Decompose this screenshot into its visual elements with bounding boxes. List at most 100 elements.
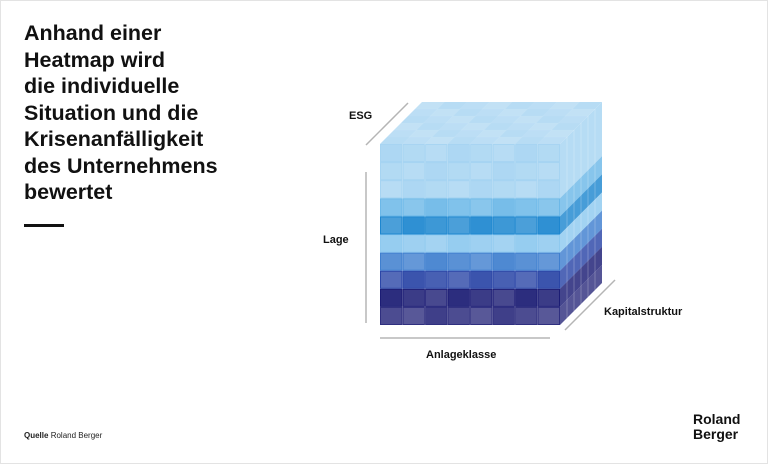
front-cell: [448, 145, 469, 162]
top-cell: [526, 101, 558, 110]
top-cell: [445, 115, 477, 124]
front-cell: [493, 217, 514, 234]
front-cell: [426, 289, 447, 306]
front-cell: [516, 289, 537, 306]
top-cell: [549, 101, 581, 110]
esg-axis-label: ESG: [349, 110, 373, 122]
top-cell: [386, 129, 418, 138]
front-cell: [516, 217, 537, 234]
top-cell: [453, 129, 485, 138]
front-cell: [538, 289, 559, 306]
front-cell: [403, 253, 424, 270]
front-cell: [448, 199, 469, 216]
kapitalstruktur-axis-label: Kapitalstruktur: [604, 306, 683, 318]
front-layer-4: [380, 252, 560, 271]
top-cell: [564, 108, 596, 117]
top-cell: [380, 137, 410, 144]
front-cell: [538, 199, 559, 216]
top-cell: [429, 108, 461, 117]
top-cell: [476, 129, 508, 138]
side-layer-7: [560, 264, 602, 325]
front-cell: [538, 163, 559, 180]
front-cell: [426, 271, 447, 288]
front-cell: [403, 235, 424, 252]
front-layer-5: [380, 270, 560, 289]
top-cell: [515, 137, 545, 144]
top-cell: [521, 129, 553, 138]
cube-faces: [380, 101, 602, 325]
top-cell: [438, 122, 470, 131]
side-layer-1: [560, 156, 602, 217]
front-cell: [403, 307, 424, 324]
front-cell: [448, 163, 469, 180]
top-cell: [505, 122, 537, 131]
top-cell: [447, 137, 477, 144]
front-cell: [493, 253, 514, 270]
front-layer-2: [380, 216, 560, 235]
front-cell: [516, 145, 537, 162]
front-cell: [381, 235, 402, 252]
front-cell: [471, 271, 492, 288]
top-cell: [551, 123, 581, 130]
front-cell: [471, 163, 492, 180]
front-cell: [538, 145, 559, 162]
source-text: Roland Berger: [50, 431, 103, 440]
source-note: Quelle Roland Berger: [24, 431, 102, 440]
front-cell: [381, 145, 402, 162]
front-cell: [403, 181, 424, 198]
axis-lines: [365, 102, 616, 339]
front-cell: [471, 145, 492, 162]
front-cell: [381, 253, 402, 270]
front-cell: [538, 307, 559, 324]
front-cell: [381, 217, 402, 234]
front-cell: [426, 307, 447, 324]
front-cell: [381, 199, 402, 216]
front-cell: [426, 163, 447, 180]
lage-axis-label: Lage: [323, 234, 349, 246]
front-cell: [381, 181, 402, 198]
front-cell: [538, 253, 559, 270]
front-cell: [538, 271, 559, 288]
top-face: [380, 102, 602, 144]
top-cell: [414, 101, 446, 110]
top-cell: [536, 136, 568, 145]
front-cell: [471, 235, 492, 252]
top-cell: [542, 108, 574, 117]
roland-berger-logo: Roland Berger: [693, 412, 740, 442]
front-cell: [538, 235, 559, 252]
top-cell: [437, 102, 467, 109]
front-cell: [448, 253, 469, 270]
top-cell: [416, 123, 446, 130]
front-cell: [448, 235, 469, 252]
top-cell: [499, 130, 529, 137]
front-cell: [426, 181, 447, 198]
headline-accent-bar: [24, 224, 64, 227]
front-cell: [471, 289, 492, 306]
esg-axis-line: [365, 102, 409, 146]
front-cell: [381, 307, 402, 324]
top-cell: [432, 130, 462, 137]
side-layer-4: [560, 210, 602, 271]
front-cell: [516, 235, 537, 252]
front-cell: [493, 271, 514, 288]
top-cell: [407, 108, 439, 117]
front-cell: [516, 307, 537, 324]
headline: Anhand einer Heatmap wird die individuel…: [24, 21, 218, 204]
top-cell: [474, 108, 506, 117]
top-cell: [481, 101, 513, 110]
front-layer-6: [380, 288, 560, 307]
top-cell: [557, 115, 589, 124]
front-cell: [403, 199, 424, 216]
top-cell: [528, 122, 560, 131]
front-layer-1: [380, 198, 560, 217]
anlageklasse-axis-label: Anlageklasse: [426, 349, 497, 361]
front-cell: [493, 307, 514, 324]
front-cell: [516, 199, 537, 216]
top-cell: [572, 102, 602, 109]
front-cell: [493, 163, 514, 180]
front-cell: [471, 181, 492, 198]
front-cell: [448, 271, 469, 288]
top-cell: [408, 129, 440, 138]
front-cell: [381, 163, 402, 180]
